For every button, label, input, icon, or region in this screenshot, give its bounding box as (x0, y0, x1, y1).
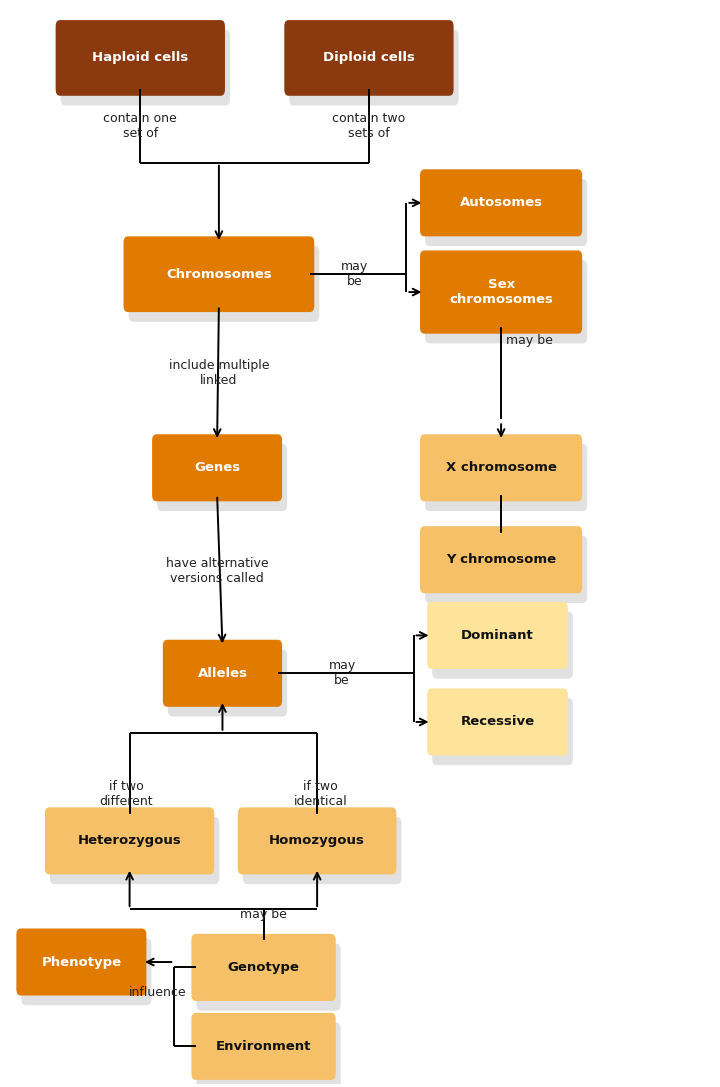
FancyBboxPatch shape (17, 928, 146, 996)
Text: Genotype: Genotype (228, 961, 300, 974)
Text: Heterozygous: Heterozygous (78, 835, 181, 848)
FancyBboxPatch shape (197, 944, 341, 1011)
FancyBboxPatch shape (420, 250, 582, 334)
FancyBboxPatch shape (427, 602, 568, 669)
FancyBboxPatch shape (427, 688, 568, 755)
FancyBboxPatch shape (425, 179, 588, 246)
FancyBboxPatch shape (152, 435, 282, 501)
FancyBboxPatch shape (420, 170, 582, 236)
Text: have alternative
versions called: have alternative versions called (166, 557, 269, 585)
Text: contain one
set of: contain one set of (104, 112, 177, 140)
Text: if two
identical: if two identical (294, 780, 348, 809)
Text: Recessive: Recessive (461, 715, 534, 728)
Text: include multiple
linked: include multiple linked (168, 359, 269, 387)
Text: contain two
sets of: contain two sets of (333, 112, 405, 140)
Text: Environment: Environment (216, 1040, 311, 1053)
FancyBboxPatch shape (55, 20, 225, 96)
Text: Dominant: Dominant (461, 629, 534, 642)
Text: Diploid cells: Diploid cells (323, 51, 415, 64)
Text: may
be: may be (341, 260, 368, 288)
FancyBboxPatch shape (45, 808, 215, 874)
FancyBboxPatch shape (425, 260, 588, 343)
FancyBboxPatch shape (192, 1013, 336, 1079)
FancyBboxPatch shape (289, 29, 459, 105)
FancyBboxPatch shape (163, 640, 282, 707)
Text: may be: may be (240, 908, 287, 921)
FancyBboxPatch shape (197, 1023, 341, 1087)
Text: Chromosomes: Chromosomes (166, 267, 271, 280)
FancyBboxPatch shape (168, 649, 287, 716)
FancyBboxPatch shape (420, 435, 582, 501)
FancyBboxPatch shape (60, 29, 230, 105)
FancyBboxPatch shape (124, 236, 314, 312)
Text: Genes: Genes (194, 461, 240, 474)
FancyBboxPatch shape (420, 526, 582, 594)
FancyBboxPatch shape (425, 443, 588, 511)
Text: may
be: may be (328, 660, 356, 687)
FancyBboxPatch shape (50, 817, 220, 884)
Text: if two
different: if two different (99, 780, 153, 809)
FancyBboxPatch shape (284, 20, 454, 96)
FancyBboxPatch shape (157, 443, 287, 511)
Text: Y chromosome: Y chromosome (446, 553, 556, 566)
Text: Autosomes: Autosomes (459, 197, 543, 210)
Text: Phenotype: Phenotype (41, 955, 122, 969)
FancyBboxPatch shape (425, 536, 588, 603)
FancyBboxPatch shape (128, 246, 319, 322)
Text: Sex
chromosomes: Sex chromosomes (449, 278, 553, 307)
FancyBboxPatch shape (238, 808, 397, 874)
FancyBboxPatch shape (432, 698, 573, 765)
FancyBboxPatch shape (22, 938, 151, 1005)
FancyBboxPatch shape (192, 934, 336, 1001)
Text: may be: may be (506, 334, 553, 347)
Text: Haploid cells: Haploid cells (92, 51, 189, 64)
Text: X chromosome: X chromosome (446, 461, 557, 474)
Text: influence: influence (130, 986, 187, 999)
FancyBboxPatch shape (432, 612, 573, 678)
FancyBboxPatch shape (243, 817, 402, 884)
Text: Alleles: Alleles (197, 666, 248, 679)
Text: Homozygous: Homozygous (269, 835, 365, 848)
